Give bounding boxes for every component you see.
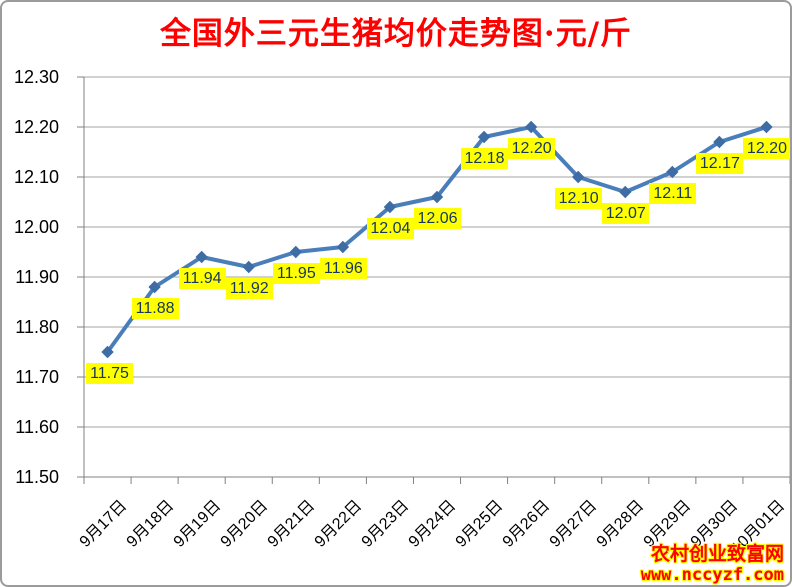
data-point-marker: [101, 345, 114, 359]
data-point-marker: [619, 185, 632, 199]
data-point-marker: [336, 240, 350, 254]
data-point-label: 11.92: [225, 278, 273, 299]
y-axis-tick-label: 11.60: [15, 417, 59, 437]
data-point-label: 11.88: [131, 298, 179, 319]
data-point-marker: [760, 120, 773, 134]
data-point-marker: [666, 165, 679, 179]
y-axis-tick-label: 11.50: [15, 467, 59, 487]
y-axis-tick-label: 11.90: [15, 267, 59, 287]
y-axis-tick-label: 12.30: [13, 67, 59, 87]
data-point-marker: [148, 280, 161, 294]
watermark: 农村创业致富网 www.nccyzf.com: [641, 545, 784, 584]
data-point-label: 12.04: [366, 218, 414, 239]
data-point-marker: [524, 120, 538, 134]
watermark-site-name: 农村创业致富网: [650, 544, 784, 566]
data-point-label: 11.94: [178, 268, 226, 289]
data-point-marker: [430, 190, 444, 204]
data-point-label: 12.10: [555, 188, 603, 209]
data-point-label: 12.20: [743, 138, 790, 159]
data-point-label: 11.75: [86, 363, 133, 384]
y-axis-tick-label: 11.70: [15, 367, 59, 387]
data-point-label: 11.96: [319, 258, 367, 279]
data-point-label: 12.18: [461, 148, 509, 169]
y-axis-tick-label: 11.80: [15, 317, 59, 337]
y-axis-tick-label: 12.20: [13, 117, 59, 137]
data-point-marker: [477, 130, 491, 144]
data-point-marker: [571, 170, 585, 184]
data-point-marker: [289, 245, 303, 259]
data-point-marker: [713, 135, 726, 149]
watermark-site-url: www.nccyzf.com: [640, 564, 784, 585]
data-point-label: 11.95: [272, 263, 320, 284]
chart-title: 全国外三元生猪均价走势图·元/斤: [159, 16, 633, 52]
data-point-marker: [383, 200, 397, 214]
data-point-marker: [195, 250, 208, 264]
data-point-marker: [242, 260, 255, 274]
data-point-label: 12.06: [414, 208, 461, 229]
data-point-label: 12.07: [602, 203, 650, 224]
data-point-label: 12.11: [649, 183, 697, 204]
price-line-series: [105, 125, 769, 354]
y-axis-tick-label: 12.00: [13, 217, 59, 237]
y-axis-tick-label: 12.10: [13, 167, 59, 187]
data-point-label: 12.17: [696, 153, 744, 174]
data-point-label: 12.20: [508, 138, 556, 159]
